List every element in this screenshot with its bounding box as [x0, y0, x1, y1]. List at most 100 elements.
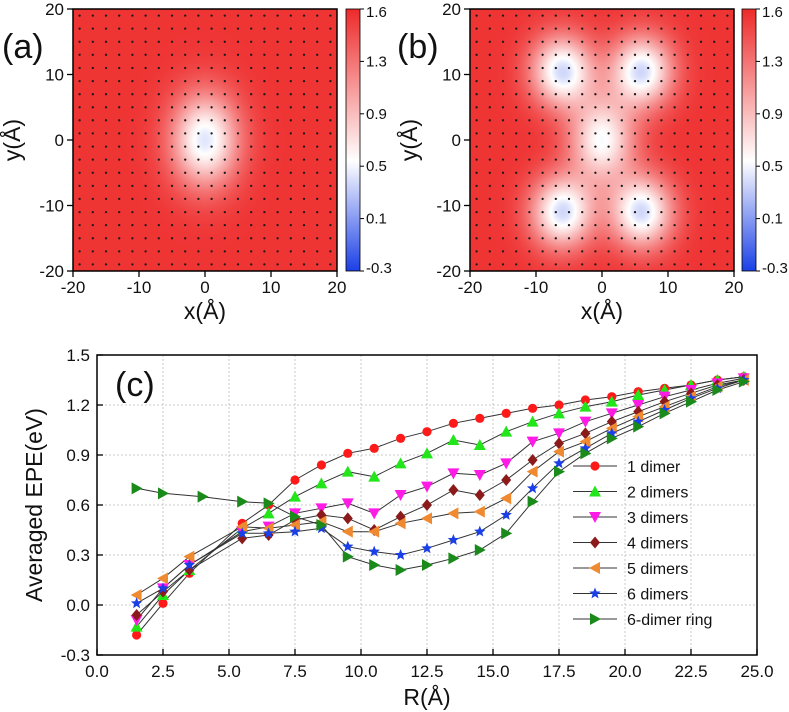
grid-dot [329, 79, 332, 83]
grid-dot [488, 53, 491, 56]
grid-dot [713, 119, 716, 122]
grid-dot [144, 158, 147, 161]
grid-dot [726, 93, 729, 96]
grid-dot [276, 53, 279, 56]
grid-dot [223, 184, 226, 188]
grid-dot [541, 119, 544, 122]
x-tick-label: 25.0 [740, 662, 773, 681]
grid-dot [699, 184, 703, 188]
grid-dot [699, 119, 703, 122]
grid-dot [528, 223, 531, 227]
grid-dot [726, 223, 729, 227]
grid-dot [78, 14, 81, 17]
grid-dot [223, 171, 226, 174]
grid-dot [184, 171, 187, 174]
grid-dot [541, 93, 544, 96]
grid-dot [170, 93, 174, 96]
grid-dot [104, 250, 108, 253]
grid-dot [633, 145, 637, 148]
grid-dot [488, 132, 491, 135]
grid-dot [236, 250, 240, 253]
grid-dot [184, 197, 187, 201]
grid-dot [594, 66, 597, 70]
grid-dot [501, 106, 505, 109]
grid-dot [250, 106, 253, 109]
grid-dot [236, 66, 240, 70]
grid-dot [197, 197, 200, 201]
grid-dot [567, 27, 571, 30]
grid-dot [633, 106, 637, 109]
grid-dot [541, 14, 544, 17]
grid-dot [673, 27, 676, 30]
grid-dot [144, 14, 147, 17]
grid-dot [329, 158, 332, 161]
grid-dot [289, 145, 292, 148]
grid-dot [581, 119, 584, 122]
grid-dot [131, 14, 134, 17]
data-point-series-6 [658, 404, 671, 415]
grid-dot [302, 119, 306, 122]
data-point-series-6 [130, 597, 143, 609]
grid-dot [673, 93, 676, 96]
grid-dot [302, 197, 306, 201]
grid-dot [316, 93, 319, 96]
grid-dot [197, 106, 200, 109]
grid-dot [673, 263, 676, 266]
grid-dot [488, 14, 491, 17]
grid-dot [170, 237, 174, 240]
grid-dot [713, 263, 716, 266]
grid-dot [475, 93, 478, 96]
grid-dot [554, 14, 557, 17]
grid-dot [581, 27, 584, 30]
grid-dot [184, 132, 187, 135]
data-point-series-1 [396, 433, 406, 443]
grid-dot [144, 27, 147, 30]
grid-dot [713, 158, 716, 161]
grid-dot [501, 66, 505, 70]
data-point-series-6 [236, 527, 248, 539]
grid-dot [236, 237, 240, 240]
grid-dot [118, 237, 121, 240]
grid-dot [157, 119, 160, 122]
grid-dot [131, 237, 134, 240]
grid-dot [660, 184, 663, 188]
grid-dot [170, 145, 174, 148]
grid-dot [263, 197, 266, 201]
colorbar-tick-label: 0.5 [366, 158, 387, 175]
grid-dot [316, 119, 319, 122]
grid-dot [528, 171, 531, 174]
grid-dot [316, 53, 319, 56]
grid-dot [289, 14, 292, 17]
grid-dot [263, 53, 266, 56]
grid-dot [144, 53, 147, 56]
grid-dot [289, 237, 292, 240]
grid-dot [104, 223, 108, 227]
grid-dot [515, 171, 518, 174]
x-tick-label: 10.0 [344, 662, 377, 681]
grid-dot [607, 93, 610, 96]
grid-dot [197, 210, 200, 214]
grid-dot [699, 145, 703, 148]
grid-dot [567, 93, 571, 96]
grid-dot [329, 210, 332, 214]
grid-dot [501, 210, 505, 214]
grid-dot [594, 184, 597, 188]
grid-dot [581, 210, 584, 214]
grid-dot [210, 119, 213, 122]
grid-dot [699, 106, 703, 109]
grid-dot [726, 237, 729, 240]
grid-dot [131, 158, 134, 161]
grid-dot [686, 79, 689, 83]
grid-dot [157, 40, 160, 43]
grid-dot [263, 171, 266, 174]
grid-dot [316, 210, 319, 214]
grid-dot [673, 237, 676, 240]
grid-dot [541, 210, 544, 214]
grid-dot [144, 106, 147, 109]
grid-dot [91, 14, 94, 17]
colorbar-tick-label: -0.3 [762, 260, 788, 277]
grid-dot [78, 237, 81, 240]
grid-dot [236, 223, 240, 227]
grid-dot [581, 145, 584, 148]
grid-dot [210, 79, 213, 83]
